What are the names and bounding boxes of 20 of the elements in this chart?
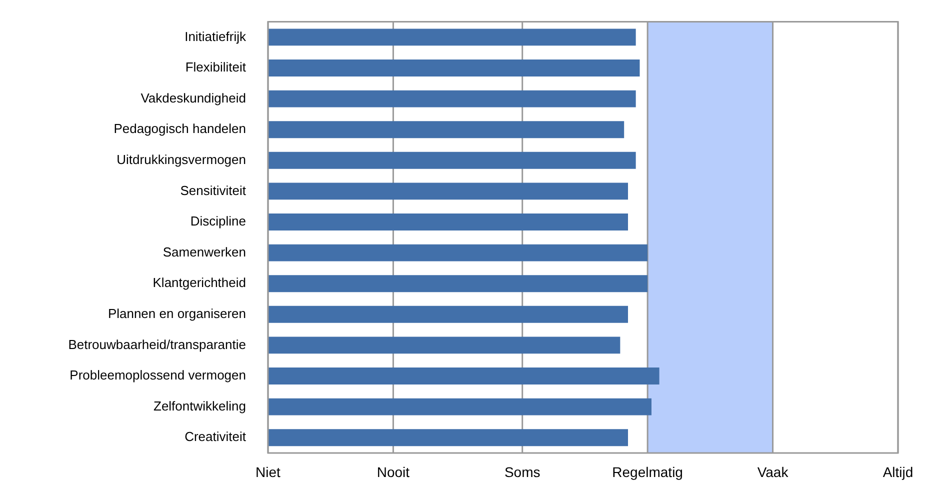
- y-tick-label: Creativiteit: [184, 429, 246, 444]
- ref-line-label: Soms: [504, 464, 540, 480]
- y-tick-label: Klantgerichtheid: [152, 275, 246, 290]
- y-tick-label: Samenwerken: [162, 244, 246, 260]
- y-tick-label: Plannen en organiseren: [108, 306, 246, 321]
- y-tick-label: Initiatiefrijk: [184, 28, 246, 44]
- y-tick-label: Betrouwbaarheid/transparantie: [68, 336, 246, 352]
- ref-line-label: Vaak: [757, 464, 790, 480]
- y-tick-label: Flexibiliteit: [185, 60, 246, 75]
- y-tick-label: Discipline: [190, 214, 246, 229]
- y-tick-label: Sensitiviteit: [180, 182, 246, 198]
- y-tick-label: Uitdrukkingsvermogen: [116, 152, 246, 167]
- ref-line-label: Nooit: [376, 464, 410, 480]
- y-tick-label: Vakdeskundigheid: [140, 90, 246, 106]
- y-tick-label: Probleemoplossend vermogen: [70, 368, 246, 383]
- y-tick-label: Zelfontwikkeling: [154, 398, 246, 414]
- ref-line-label: Regelmatig: [612, 464, 683, 480]
- ref-line-label: Niet: [256, 464, 281, 480]
- y-tick-label: Pedagogisch handelen: [114, 121, 246, 136]
- ref-line-label: Altijd: [882, 464, 914, 480]
